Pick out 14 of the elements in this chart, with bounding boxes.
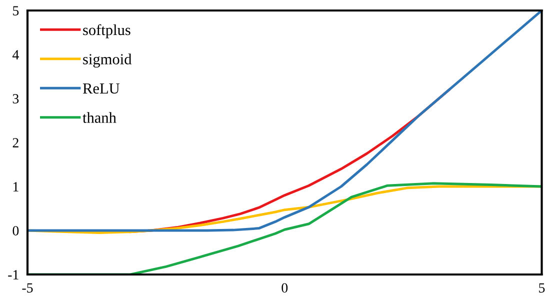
legend-label: ReLU — [82, 83, 120, 94]
y-tick-label: 5 — [13, 6, 19, 16]
legend-label: thanh — [82, 112, 116, 123]
legend-label: softplus — [83, 24, 130, 38]
y-tick-label: -1 — [8, 270, 18, 280]
y-tick-label: 1 — [13, 182, 18, 192]
x-tick-label: -5 — [22, 283, 33, 293]
y-tick-label: 4 — [12, 50, 19, 60]
legend-label: sigmoid — [83, 54, 132, 68]
y-tick-label: 3 — [12, 94, 19, 104]
x-tick-label: 0 — [282, 283, 288, 293]
y-tick-label: 0 — [12, 226, 19, 236]
x-tick-label: 5 — [539, 283, 545, 293]
y-tick-label: 2 — [12, 138, 18, 148]
